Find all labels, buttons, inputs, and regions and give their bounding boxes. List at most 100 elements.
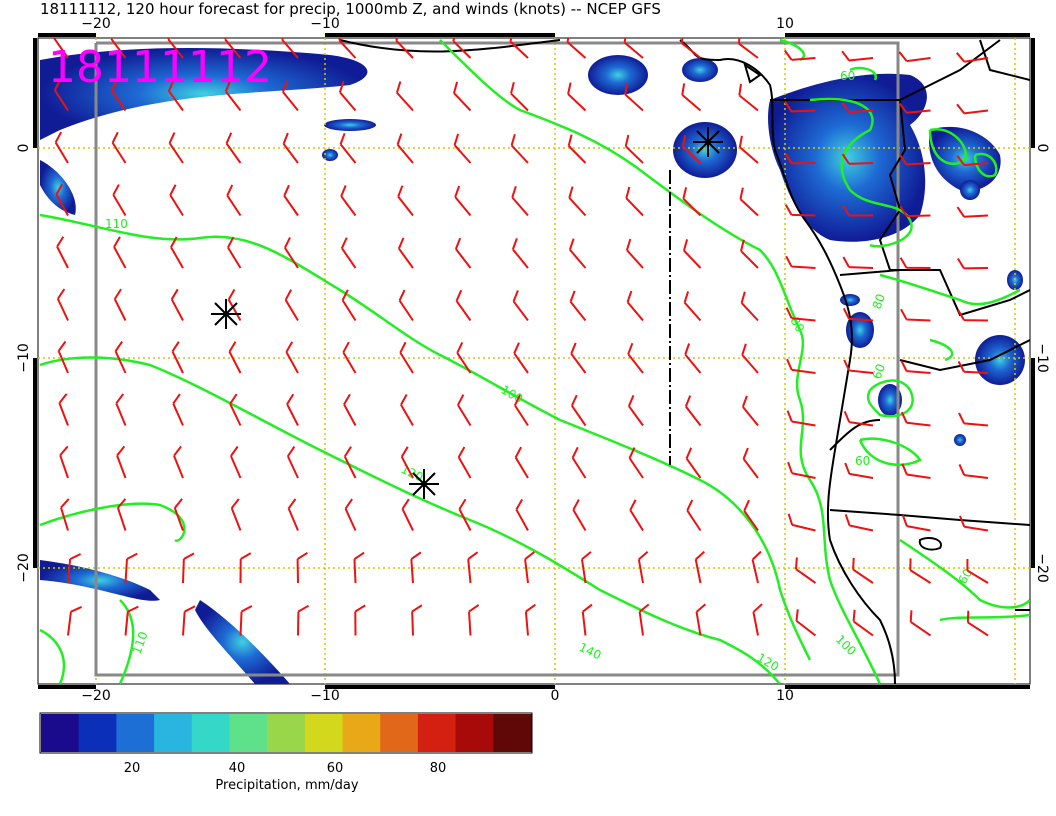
- wind-barb: [57, 340, 69, 374]
- wind-barb: [958, 464, 989, 479]
- wind-barb: [956, 103, 989, 115]
- y-tick-label: 0: [1034, 144, 1050, 153]
- wind-barb: [513, 342, 529, 374]
- wind-barb: [901, 463, 931, 479]
- x-tick-label: −20: [81, 688, 111, 704]
- wind-barb: [956, 206, 989, 218]
- wind-barb: [457, 446, 472, 479]
- wind-barb: [452, 38, 472, 59]
- wind-barb: [400, 394, 414, 426]
- wind-barb: [852, 609, 874, 637]
- wind-barb: [841, 153, 874, 165]
- wind-barb: [694, 550, 705, 584]
- wind-barb: [510, 133, 529, 164]
- wind-barb: [569, 290, 587, 322]
- wind-barb: [54, 79, 69, 112]
- wind-barb: [512, 290, 529, 322]
- wind-barb: [227, 288, 242, 321]
- precip-band-north: [40, 48, 368, 140]
- wind-barb: [342, 341, 357, 374]
- wind-barb: [287, 498, 299, 531]
- colorbar-cell: [267, 714, 306, 752]
- wind-barb: [570, 394, 587, 427]
- storm-marker: [211, 299, 241, 329]
- wind-barb: [239, 552, 252, 584]
- wind-barb: [738, 83, 759, 112]
- wind-barb: [742, 447, 759, 479]
- wind-barb: [900, 360, 931, 374]
- wind-barb: [115, 393, 127, 426]
- wind-barb: [681, 83, 702, 112]
- wind-barb: [395, 38, 414, 59]
- wind-barb: [410, 551, 422, 584]
- wind-barb: [626, 290, 644, 322]
- wind-barb: [55, 183, 69, 216]
- wind-barb: [842, 256, 874, 269]
- wind-barb: [784, 101, 816, 113]
- wind-barb: [785, 255, 816, 269]
- wind-barb: [411, 604, 423, 636]
- wind-barb: [112, 184, 127, 217]
- wind-barb: [230, 445, 242, 479]
- contour-label: 60: [840, 69, 855, 83]
- wind-barb: [795, 609, 817, 637]
- wind-barb: [297, 604, 310, 636]
- wind-barb: [58, 393, 69, 426]
- wind-barb: [239, 605, 253, 636]
- wind-barb: [959, 515, 989, 532]
- x-tick-label: 10: [776, 16, 794, 32]
- colorbar-tick: 20: [124, 761, 141, 776]
- wind-barb: [515, 498, 529, 531]
- wind-barb: [453, 133, 472, 164]
- wind-barb: [225, 132, 242, 164]
- wind-barb: [738, 135, 759, 164]
- wind-barb: [224, 38, 242, 59]
- wind-barb: [899, 257, 931, 269]
- wind-barb: [230, 498, 242, 531]
- wind-barb: [841, 102, 874, 114]
- precip-cell: [975, 335, 1025, 385]
- wind-barb: [739, 187, 759, 217]
- wind-barb: [628, 447, 644, 479]
- precip-gulf-region: [768, 73, 927, 242]
- wind-barb: [455, 289, 472, 322]
- precip-west-blob: [40, 160, 76, 215]
- wind-barb: [844, 514, 874, 532]
- wind-barb: [695, 603, 707, 636]
- wind-barb: [787, 461, 816, 479]
- wind-barb: [524, 551, 535, 584]
- wind-barb: [53, 38, 69, 59]
- wind-barb: [741, 343, 759, 374]
- wind-barb: [341, 289, 357, 322]
- x-tick-label: −20: [81, 16, 111, 32]
- wind-barb: [343, 446, 357, 479]
- wind-barb: [786, 358, 816, 374]
- wind-barb: [397, 237, 414, 269]
- wind-barb: [283, 184, 299, 217]
- wind-barb: [627, 342, 644, 374]
- colorbar-cell: [304, 714, 344, 752]
- precip-cell: [682, 58, 718, 82]
- wind-barb: [680, 38, 702, 59]
- wind-barb: [286, 393, 299, 426]
- wind-barb: [454, 185, 472, 217]
- wind-barb: [116, 445, 127, 479]
- colorbar-tick: 80: [430, 761, 447, 776]
- wind-barb: [396, 133, 414, 164]
- wind-barb: [171, 341, 184, 374]
- wind-barb: [281, 38, 299, 59]
- precip-cell: [324, 119, 376, 131]
- wind-barb: [842, 204, 873, 217]
- wind-barb: [901, 514, 931, 532]
- wind-barb: [458, 498, 472, 531]
- contour-label: 80: [870, 292, 888, 311]
- wind-barb: [684, 395, 702, 427]
- map-title: 18111112, 120 hour forecast for precip, …: [40, 0, 661, 18]
- y-tick-label: −10: [16, 343, 32, 373]
- wind-barb: [909, 558, 932, 584]
- precip-cell: [673, 122, 737, 178]
- wind-barb: [580, 551, 592, 584]
- wind-barb: [852, 557, 874, 584]
- y-tick-label: −10: [1034, 343, 1050, 373]
